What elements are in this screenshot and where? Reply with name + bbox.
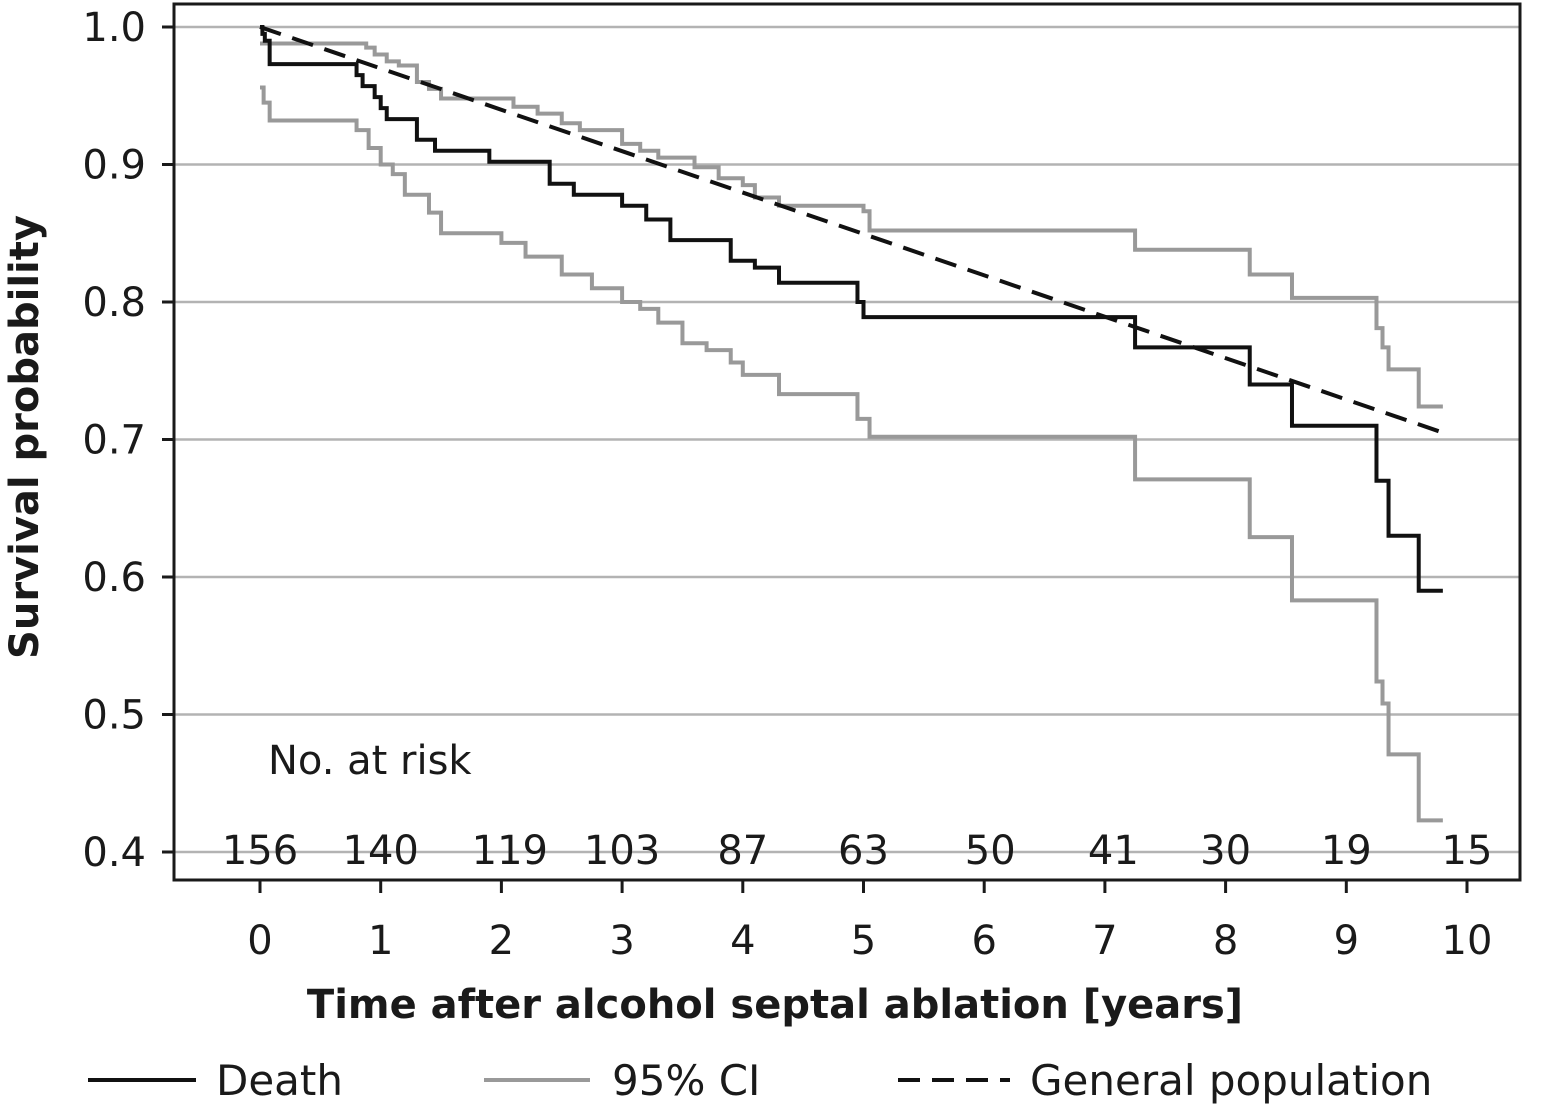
risk-count: 50 bbox=[965, 828, 1016, 874]
risk-count: 156 bbox=[222, 828, 298, 874]
x-tick-label: 8 bbox=[1213, 918, 1238, 964]
plot-background bbox=[174, 4, 1520, 880]
series-line-general-population bbox=[259, 25, 1444, 435]
y-tick-label: 0.7 bbox=[82, 418, 146, 464]
y-tick-label: 0.6 bbox=[82, 555, 146, 601]
y-tick-label: 0.4 bbox=[82, 830, 146, 876]
x-axis-title: Time after alcohol septal ablation [year… bbox=[307, 982, 1243, 1028]
x-tick-label: 10 bbox=[1442, 918, 1493, 964]
risk-count: 19 bbox=[1321, 828, 1372, 874]
series-line-95-ci bbox=[260, 41, 1443, 409]
x-tick-label: 7 bbox=[1092, 918, 1117, 964]
x-tick-label: 2 bbox=[489, 918, 514, 964]
series-lines bbox=[259, 25, 1444, 823]
series-line-95-ci bbox=[260, 85, 1443, 823]
risk-count: 140 bbox=[343, 828, 419, 874]
x-tick-label: 4 bbox=[730, 918, 755, 964]
y-tick-label: 1.0 bbox=[82, 5, 146, 51]
risk-count: 63 bbox=[838, 828, 889, 874]
gridlines bbox=[174, 25, 1520, 854]
risk-count: 15 bbox=[1442, 828, 1493, 874]
risk-count: 41 bbox=[1088, 828, 1139, 874]
legend: Death 95% CI General population bbox=[88, 1056, 1432, 1105]
y-tick-label: 0.5 bbox=[82, 693, 146, 739]
x-tick-label: 6 bbox=[971, 918, 996, 964]
x-tick-label: 1 bbox=[368, 918, 393, 964]
y-axis: 0.4 0.5 0.6 0.7 0.8 0.9 1.0 bbox=[82, 5, 174, 876]
x-tick-label: 3 bbox=[609, 918, 634, 964]
y-tick-label: 0.9 bbox=[82, 143, 146, 189]
legend-label: 95% CI bbox=[612, 1056, 760, 1105]
legend-label: Death bbox=[216, 1056, 343, 1105]
plot-frame bbox=[172, 2, 1522, 882]
x-tick-label: 5 bbox=[851, 918, 876, 964]
risk-table-title: No. at risk bbox=[268, 738, 472, 784]
legend-label: General population bbox=[1030, 1056, 1432, 1105]
x-tick-label: 0 bbox=[247, 918, 272, 964]
y-axis-title: Survival probability bbox=[2, 215, 48, 659]
risk-count: 30 bbox=[1200, 828, 1251, 874]
x-axis: 0 1 2 3 4 5 6 7 8 9 10 bbox=[247, 880, 1492, 964]
risk-count: 119 bbox=[472, 828, 548, 874]
risk-table: No. at risk 156 140 119 103 87 63 50 41 30 19 15 bbox=[222, 738, 1493, 874]
x-tick-label: 9 bbox=[1334, 918, 1359, 964]
risk-count: 87 bbox=[717, 828, 768, 874]
series-line-death bbox=[260, 25, 1443, 593]
risk-count: 103 bbox=[584, 828, 660, 874]
y-tick-label: 0.8 bbox=[82, 280, 146, 326]
